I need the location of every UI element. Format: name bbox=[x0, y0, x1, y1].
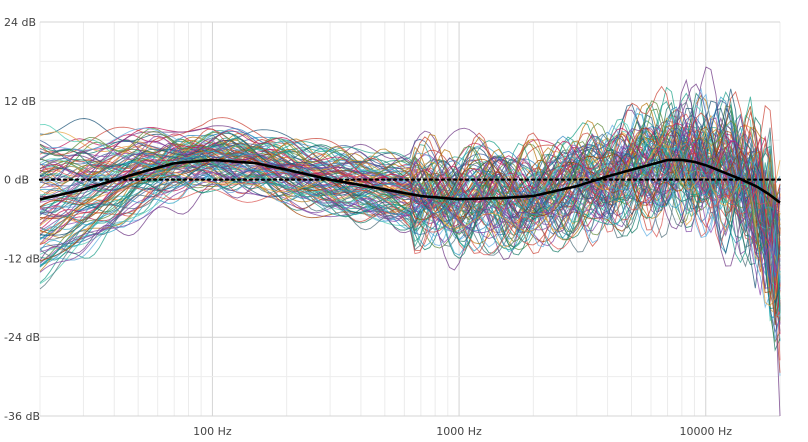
axes: 24 dB 12 dB 0 dB -12 dB -24 dB -36 dB 100 Hz 10… bbox=[4, 16, 732, 438]
y-tick-label: 24 dB bbox=[4, 16, 36, 29]
response-curve bbox=[39, 143, 781, 319]
response-curves bbox=[39, 66, 781, 417]
response-curve bbox=[39, 110, 781, 275]
y-tick-label: -24 dB bbox=[4, 331, 40, 344]
response-curve bbox=[39, 101, 781, 236]
y-tick-label: -12 dB bbox=[4, 252, 40, 265]
y-tick-label: -36 dB bbox=[4, 410, 40, 423]
response-curve bbox=[39, 100, 781, 253]
response-curve bbox=[39, 122, 781, 285]
response-curve bbox=[39, 142, 781, 307]
main-series bbox=[38, 158, 782, 204]
response-curve bbox=[39, 141, 781, 310]
x-tick-label: 100 Hz bbox=[193, 425, 232, 438]
response-curve bbox=[39, 143, 781, 267]
response-curve bbox=[39, 122, 781, 246]
response-curve bbox=[39, 99, 781, 242]
y-tick-label: 12 dB bbox=[4, 95, 36, 108]
x-tick-label: 10000 Hz bbox=[679, 425, 732, 438]
response-curve bbox=[39, 151, 781, 319]
x-tick-label: 1000 Hz bbox=[436, 425, 482, 438]
response-curve bbox=[39, 91, 781, 278]
response-curve bbox=[39, 87, 781, 341]
average-line bbox=[39, 158, 781, 204]
y-tick-label: 0 dB bbox=[4, 174, 29, 187]
response-curve bbox=[39, 126, 781, 316]
response-curve bbox=[39, 131, 781, 296]
